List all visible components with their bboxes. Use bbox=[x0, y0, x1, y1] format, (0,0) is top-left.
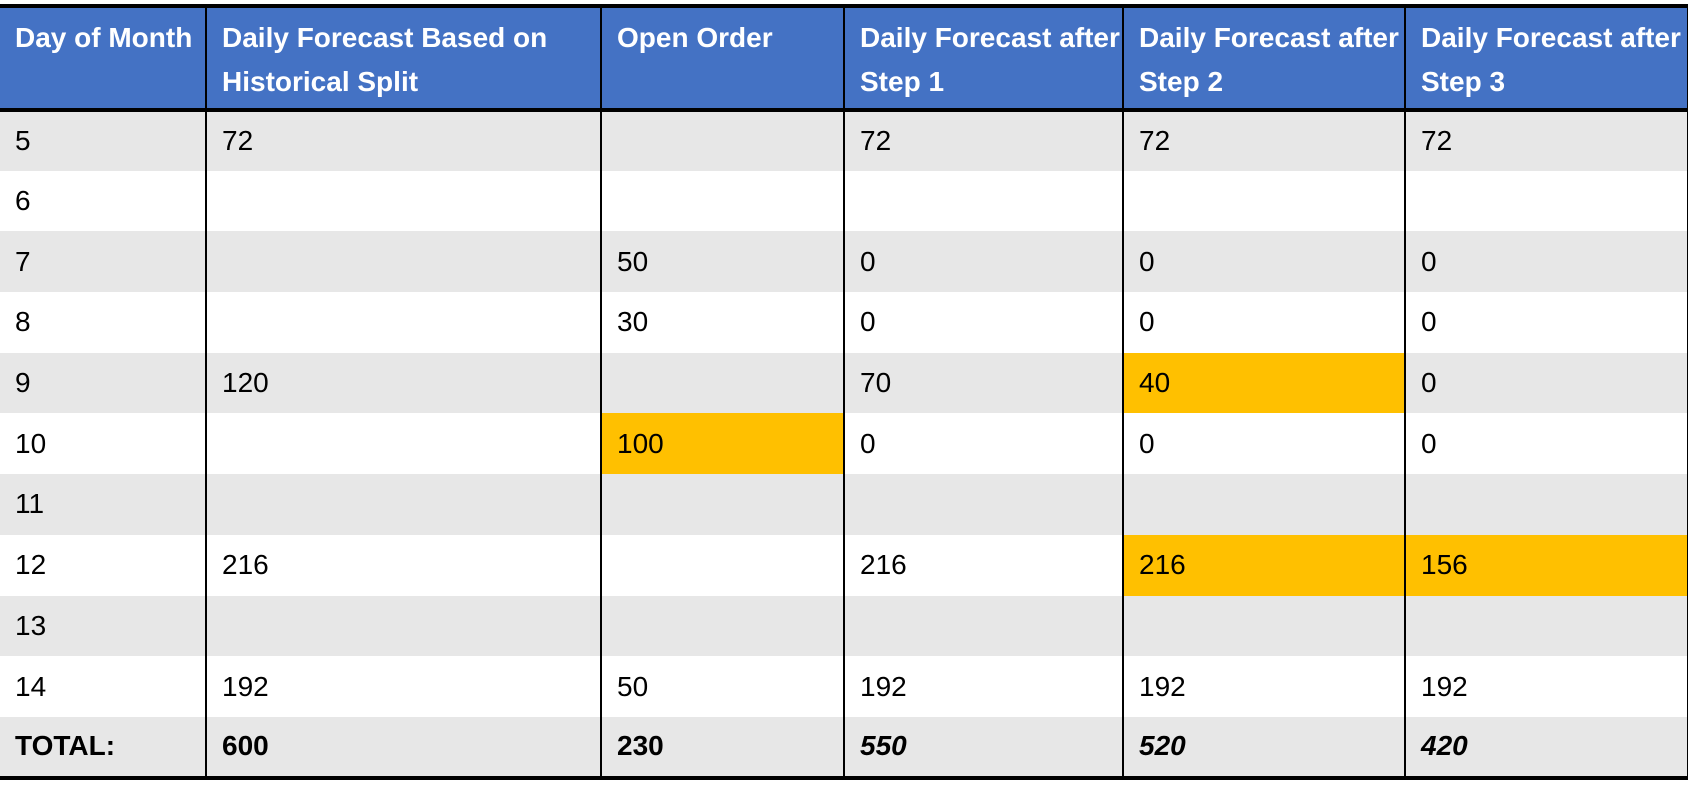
table-cell: 72 bbox=[843, 110, 1124, 171]
column-header: Daily Forecast after Step 2 bbox=[1122, 4, 1406, 112]
table-cell: 0 bbox=[1122, 413, 1406, 475]
table-cell bbox=[843, 474, 1124, 535]
table-cell: 14 bbox=[0, 656, 207, 717]
table-row: 10 100 0 0 0 bbox=[0, 413, 1688, 475]
table-cell: 8 bbox=[0, 292, 207, 353]
table-cell bbox=[1122, 474, 1406, 535]
table-row: 6 bbox=[0, 170, 1688, 232]
table-cell: 72 bbox=[1122, 110, 1406, 171]
table-cell bbox=[600, 110, 845, 171]
table-cell: 72 bbox=[205, 110, 602, 171]
total-cell: 520 bbox=[1122, 716, 1406, 780]
table-cell: 70 bbox=[843, 352, 1124, 414]
column-header: Open Order bbox=[600, 4, 845, 112]
table-row: 9 120 70 40 0 bbox=[0, 352, 1688, 414]
table-cell: 72 bbox=[1404, 110, 1688, 171]
table-cell: 192 bbox=[205, 656, 602, 717]
table-cell bbox=[1404, 595, 1688, 657]
table-cell: 0 bbox=[843, 231, 1124, 293]
table-cell bbox=[600, 352, 845, 414]
table-cell: 0 bbox=[843, 292, 1124, 353]
table-cell: 0 bbox=[1404, 413, 1688, 475]
table-cell bbox=[205, 231, 602, 293]
table-cell: 0 bbox=[1404, 292, 1688, 353]
table-row: 13 bbox=[0, 595, 1688, 657]
table-cell: 100 bbox=[600, 413, 845, 475]
table-cell bbox=[1404, 474, 1688, 535]
column-header: Daily Forecast after Step 1 bbox=[843, 4, 1124, 112]
table-cell bbox=[600, 534, 845, 596]
table-cell bbox=[1122, 170, 1406, 232]
table-row: 7 50 0 0 0 bbox=[0, 231, 1688, 293]
table-cell bbox=[205, 292, 602, 353]
column-header: Daily Forecast Based on Historical Split bbox=[205, 4, 602, 112]
table-cell: 216 bbox=[1122, 534, 1406, 596]
table-cell: 10 bbox=[0, 413, 207, 475]
table-cell: 40 bbox=[1122, 352, 1406, 414]
total-cell: TOTAL: bbox=[0, 716, 207, 780]
total-cell: 420 bbox=[1404, 716, 1688, 780]
table-row: 11 bbox=[0, 474, 1688, 535]
table-cell: 13 bbox=[0, 595, 207, 657]
total-cell: 600 bbox=[205, 716, 602, 780]
table-cell bbox=[205, 170, 602, 232]
table-cell: 216 bbox=[205, 534, 602, 596]
table-cell: 0 bbox=[1122, 231, 1406, 293]
table-cell: 11 bbox=[0, 474, 207, 535]
table-cell bbox=[1404, 170, 1688, 232]
table-cell: 50 bbox=[600, 231, 845, 293]
table-body: 5 72 72 72 72 6 7 50 0 0 0 8 30 0 0 0 9 120 70 40 0 10 100 0 0 0 1… bbox=[0, 110, 1688, 780]
table-cell bbox=[600, 170, 845, 232]
table-cell: 9 bbox=[0, 352, 207, 414]
table-cell bbox=[600, 595, 845, 657]
table-row: 14 192 50 192 192 192 bbox=[0, 656, 1688, 717]
table-cell: 50 bbox=[600, 656, 845, 717]
table-cell: 30 bbox=[600, 292, 845, 353]
table-cell: 192 bbox=[1122, 656, 1406, 717]
table-header: Day of Month Daily Forecast Based on Hist… bbox=[0, 4, 1688, 112]
table-row: 8 30 0 0 0 bbox=[0, 292, 1688, 353]
table-cell: 5 bbox=[0, 110, 207, 171]
table-cell bbox=[600, 474, 845, 535]
table-cell: 12 bbox=[0, 534, 207, 596]
total-cell: 550 bbox=[843, 716, 1124, 780]
table-cell: 7 bbox=[0, 231, 207, 293]
column-header: Daily Forecast after Step 3 bbox=[1404, 4, 1688, 112]
table-row: 5 72 72 72 72 bbox=[0, 110, 1688, 171]
total-row: TOTAL: 600 230 550 520 420 bbox=[0, 716, 1688, 780]
table-cell: 0 bbox=[1122, 292, 1406, 353]
table-cell: 156 bbox=[1404, 534, 1688, 596]
table-cell: 192 bbox=[843, 656, 1124, 717]
forecast-table: Day of Month Daily Forecast Based on Hist… bbox=[0, 4, 1688, 780]
header-row: Day of Month Daily Forecast Based on Hist… bbox=[0, 4, 1688, 112]
total-cell: 230 bbox=[600, 716, 845, 780]
table-cell bbox=[1122, 595, 1406, 657]
table-cell: 120 bbox=[205, 352, 602, 414]
table-row: 12 216 216 216 156 bbox=[0, 534, 1688, 596]
page: Day of Month Daily Forecast Based on Hist… bbox=[0, 4, 1691, 797]
table-cell: 216 bbox=[843, 534, 1124, 596]
table-cell: 0 bbox=[1404, 352, 1688, 414]
table-cell: 6 bbox=[0, 170, 207, 232]
table-cell bbox=[205, 474, 602, 535]
table-cell bbox=[205, 595, 602, 657]
column-header: Day of Month bbox=[0, 4, 207, 112]
table-cell: 0 bbox=[843, 413, 1124, 475]
table-cell bbox=[843, 595, 1124, 657]
table-cell bbox=[843, 170, 1124, 232]
table-cell bbox=[205, 413, 602, 475]
table-cell: 0 bbox=[1404, 231, 1688, 293]
table-cell: 192 bbox=[1404, 656, 1688, 717]
